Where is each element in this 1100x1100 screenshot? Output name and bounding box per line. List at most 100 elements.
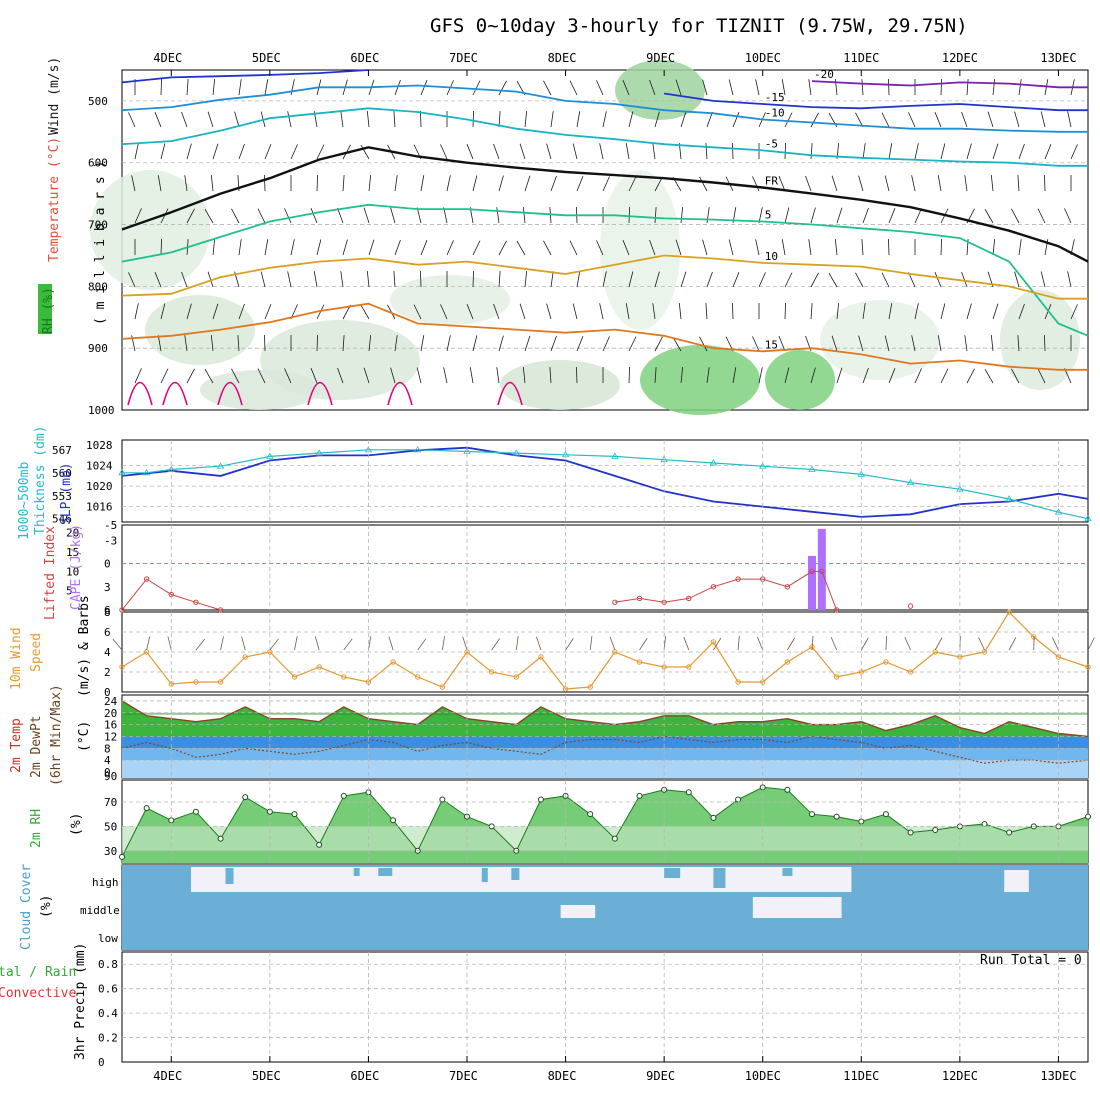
wind-barb-55	[264, 239, 269, 256]
wind-barb-small-8	[314, 636, 320, 651]
thk-tick-2: 553	[52, 490, 72, 503]
thickness-marker-15	[808, 465, 816, 472]
wind-barb-253	[778, 176, 786, 192]
mb-tick-label-1: 600	[88, 157, 108, 170]
rh-point-28	[809, 811, 815, 818]
wind-barb-161	[550, 111, 554, 128]
ylabel-millibars: ( m i l l i b a r s )	[93, 161, 108, 325]
wind-barb-200	[649, 79, 656, 96]
li-line-2	[614, 570, 838, 611]
wind-barb-47	[238, 303, 245, 320]
wind-barb-52	[264, 144, 272, 160]
wind-barb-small-10	[368, 636, 372, 651]
bottom-date-label-7: 11DEC	[843, 1069, 879, 1083]
cloud-level-low: low	[98, 932, 118, 945]
wind-barb-6	[128, 272, 136, 288]
rh-point-0	[119, 853, 125, 860]
wind-speed-line	[121, 611, 1089, 690]
wind-barb-194	[628, 206, 630, 224]
thk-tick-1: 560	[52, 467, 72, 480]
wind-barb-22	[186, 143, 192, 160]
wind-barb-37	[212, 303, 219, 320]
convective-arc-5	[497, 381, 523, 406]
wind-barb-44	[231, 208, 240, 224]
wind-barb-160	[543, 80, 552, 96]
wind-barb-366	[1067, 271, 1072, 288]
li-point-8	[686, 595, 692, 602]
rh-point-5	[242, 794, 249, 801]
convective-arc-3	[307, 381, 333, 406]
wind-barb-26	[181, 271, 188, 288]
wind-barb-128	[446, 335, 451, 352]
thickness-marker-21	[1084, 514, 1092, 522]
wind-barb-284	[862, 207, 869, 224]
bottom-date-label-5: 9DEC	[646, 1069, 675, 1083]
wind-barb-small-25	[737, 636, 740, 651]
mb-tick-label-4: 900	[88, 342, 108, 355]
cloud-gap-2	[560, 905, 596, 918]
wind-speed-point-19	[587, 684, 593, 690]
wind-barb-321	[961, 111, 968, 128]
wind-speed-point-17	[538, 654, 544, 660]
cape-layer: -5 -3 0 3 6 20 15 10 5	[66, 519, 1088, 617]
wind-barb-250	[781, 79, 786, 96]
wind-barb-108	[394, 335, 398, 352]
wind-barb-33	[210, 175, 214, 192]
rh-point-24	[710, 814, 717, 821]
rh-point-33	[932, 827, 939, 834]
wind-barb-215	[675, 239, 682, 256]
temp-tick-2: 16	[104, 719, 117, 732]
wind-barb-256	[784, 272, 793, 288]
li-line-1	[121, 578, 221, 611]
ylabel-wind-3: (m/s) & Barbs	[77, 595, 92, 697]
wind-barb-34	[204, 208, 214, 224]
wind-speed-point-29	[833, 674, 840, 680]
wind-barb-95	[368, 239, 375, 256]
rh-point-25	[735, 796, 742, 803]
wind-barb-152	[519, 143, 526, 160]
wind-barb-176	[576, 271, 581, 288]
wind-barb-small-20	[609, 636, 616, 651]
wind-barb-small-3	[195, 638, 206, 651]
ylabel-thickness-1: 1000~500mb	[17, 462, 32, 540]
wind-barb-346	[1014, 271, 1020, 288]
wind-barb-81	[340, 111, 344, 128]
wind-barb-85	[342, 239, 348, 256]
bottom-date-label-3: 7DEC	[449, 1069, 478, 1083]
temp-tick-5: 4	[104, 754, 111, 767]
li-point-14	[819, 568, 825, 575]
wind-barb-308	[911, 335, 916, 352]
wind-barb-small-6	[269, 638, 279, 651]
wind-barb-191	[628, 111, 634, 128]
rh-point-17	[537, 796, 544, 803]
rh-point-39	[1085, 813, 1091, 820]
wind-barb-244	[758, 207, 763, 224]
wind-barb-127	[440, 304, 448, 320]
ylabel-lifted-index: Lifted Index	[43, 526, 58, 620]
wind-barb-73	[316, 174, 318, 192]
wind-barb-122	[440, 144, 448, 160]
rh-point-29	[833, 813, 840, 820]
thk-tick-0: 567	[52, 444, 72, 457]
precip-panel	[121, 951, 1089, 1063]
wind-barb-57	[264, 304, 272, 320]
wind-barb-273	[831, 175, 838, 192]
wind-barb-320	[966, 79, 969, 96]
slp-line	[121, 446, 1089, 518]
wind-barb-130	[472, 80, 481, 96]
rh-point-3	[192, 808, 199, 815]
wind-barb-145	[498, 240, 507, 256]
wind-speed-point-3	[193, 679, 199, 685]
wind-tick-4: 0	[104, 686, 111, 699]
wind-barb-287	[862, 303, 866, 320]
wind-barb-54	[257, 208, 266, 224]
wind-speed-point-0	[119, 664, 125, 670]
wind-barb-222	[705, 143, 708, 160]
wind-barb-155	[516, 240, 526, 256]
wind-barb-178	[576, 336, 584, 352]
wind-barb-206	[654, 271, 660, 288]
wind-barb-small-15	[491, 638, 501, 651]
mb-tick-label-0: 500	[88, 95, 108, 108]
wind-barb-small-1	[146, 636, 151, 651]
wind-barb-small-21	[639, 638, 648, 651]
